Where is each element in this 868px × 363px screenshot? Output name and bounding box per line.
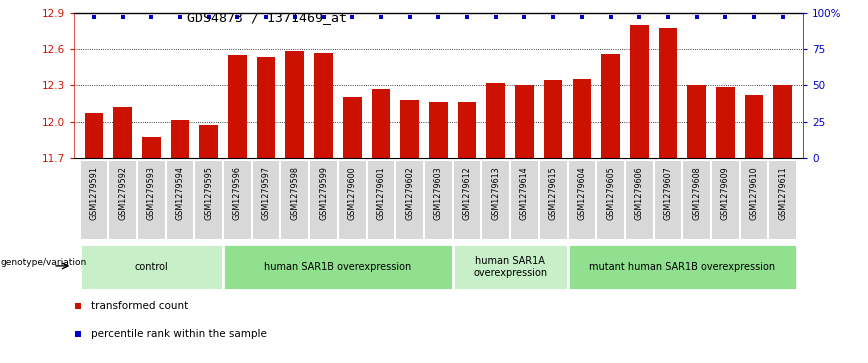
Bar <box>286 52 304 158</box>
Bar <box>711 160 740 240</box>
Bar <box>108 160 137 240</box>
Bar <box>568 160 596 240</box>
Bar <box>515 85 534 158</box>
Text: mutant human SAR1B overexpression: mutant human SAR1B overexpression <box>589 262 775 272</box>
Text: GSM1279610: GSM1279610 <box>750 166 759 220</box>
Bar <box>453 160 482 240</box>
Bar <box>343 97 362 158</box>
Text: GSM1279593: GSM1279593 <box>147 166 155 220</box>
Bar <box>223 244 453 290</box>
Bar <box>539 160 568 240</box>
Text: GSM1279605: GSM1279605 <box>606 166 615 220</box>
Text: GSM1279602: GSM1279602 <box>405 166 414 220</box>
Bar <box>257 57 275 158</box>
Text: GSM1279595: GSM1279595 <box>204 166 214 220</box>
Bar <box>228 55 247 158</box>
Bar <box>773 85 792 158</box>
Bar <box>482 160 510 240</box>
Text: percentile rank within the sample: percentile rank within the sample <box>91 329 267 339</box>
Bar <box>84 113 103 158</box>
Bar <box>630 25 648 158</box>
Bar <box>80 160 108 240</box>
Text: GSM1279608: GSM1279608 <box>692 166 701 220</box>
Text: GSM1279594: GSM1279594 <box>175 166 185 220</box>
Bar <box>568 244 797 290</box>
Bar <box>654 160 682 240</box>
Bar <box>659 28 677 158</box>
Text: GSM1279604: GSM1279604 <box>577 166 587 220</box>
Text: control: control <box>135 262 168 272</box>
Bar <box>252 160 280 240</box>
Text: GSM1279609: GSM1279609 <box>721 166 730 220</box>
Text: GSM1279600: GSM1279600 <box>348 166 357 220</box>
Bar <box>486 83 505 158</box>
Text: GSM1279615: GSM1279615 <box>549 166 557 220</box>
Bar <box>424 160 453 240</box>
Bar <box>309 160 338 240</box>
Bar <box>740 160 768 240</box>
Bar <box>280 160 309 240</box>
Text: GDS4873 / 1371469_at: GDS4873 / 1371469_at <box>187 11 346 24</box>
Text: transformed count: transformed count <box>91 301 188 311</box>
Bar <box>314 53 332 158</box>
Text: GSM1279599: GSM1279599 <box>319 166 328 220</box>
Bar <box>166 160 194 240</box>
Bar <box>602 54 620 158</box>
Text: GSM1279598: GSM1279598 <box>290 166 299 220</box>
Bar <box>573 79 591 158</box>
Bar <box>142 137 161 158</box>
Bar <box>544 81 562 158</box>
Text: GSM1279591: GSM1279591 <box>89 166 98 220</box>
Bar <box>768 160 797 240</box>
Text: GSM1279612: GSM1279612 <box>463 166 471 220</box>
Bar <box>400 100 419 158</box>
Bar <box>366 160 395 240</box>
Text: human SAR1B overexpression: human SAR1B overexpression <box>264 262 411 272</box>
Bar <box>137 160 166 240</box>
Text: human SAR1A
overexpression: human SAR1A overexpression <box>473 256 547 278</box>
Text: GSM1279614: GSM1279614 <box>520 166 529 220</box>
Bar <box>200 125 218 158</box>
Text: genotype/variation: genotype/variation <box>1 258 87 267</box>
Bar <box>113 107 132 158</box>
Bar <box>194 160 223 240</box>
Bar <box>395 160 424 240</box>
Bar <box>457 102 477 158</box>
Text: GSM1279613: GSM1279613 <box>491 166 500 220</box>
Text: GSM1279601: GSM1279601 <box>377 166 385 220</box>
Text: GSM1279607: GSM1279607 <box>663 166 673 220</box>
Bar <box>372 89 391 158</box>
Bar <box>338 160 366 240</box>
Bar <box>625 160 654 240</box>
Bar <box>716 86 734 158</box>
Text: GSM1279592: GSM1279592 <box>118 166 127 220</box>
Bar <box>223 160 252 240</box>
Bar <box>171 121 189 158</box>
Bar <box>596 160 625 240</box>
Text: GSM1279606: GSM1279606 <box>635 166 644 220</box>
Bar <box>510 160 539 240</box>
Bar <box>682 160 711 240</box>
Bar <box>429 102 448 158</box>
Bar <box>687 85 706 158</box>
Bar <box>745 95 764 158</box>
Bar <box>453 244 568 290</box>
Text: GSM1279597: GSM1279597 <box>261 166 271 220</box>
Text: GSM1279603: GSM1279603 <box>434 166 443 220</box>
Text: GSM1279596: GSM1279596 <box>233 166 242 220</box>
Text: GSM1279611: GSM1279611 <box>779 166 787 220</box>
Bar <box>80 244 223 290</box>
